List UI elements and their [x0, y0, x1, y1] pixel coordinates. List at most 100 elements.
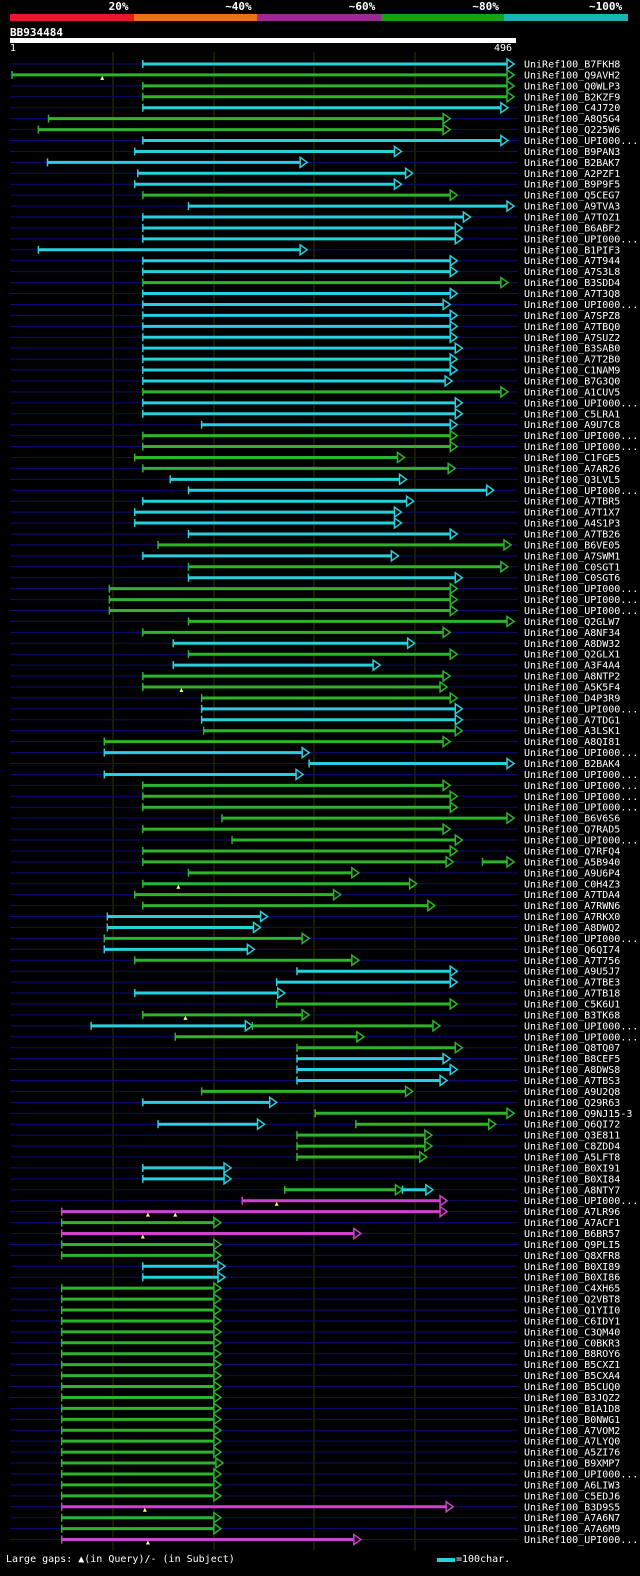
hit-label[interactable]: UniRef100_A7TBQ0: [524, 322, 620, 333]
hit-label[interactable]: UniRef100_UPI000...: [524, 770, 638, 781]
hit-label[interactable]: UniRef100_A7SUZ2: [524, 333, 620, 344]
hit-label[interactable]: UniRef100_UPI000...: [524, 1021, 638, 1032]
hit-label[interactable]: UniRef100_B0XI86: [524, 1273, 620, 1284]
hit-label[interactable]: UniRef100_B3SAB0: [524, 344, 620, 355]
hit-label[interactable]: UniRef100_B1PIF3: [524, 245, 620, 256]
hit-label[interactable]: UniRef100_A7TBR5: [524, 497, 620, 508]
hit-label[interactable]: UniRef100_Q2VBT8: [524, 1295, 620, 1306]
hit-label[interactable]: UniRef100_A7AR26: [524, 464, 620, 475]
hit-label[interactable]: UniRef100_C5K6U1: [524, 999, 620, 1010]
hit-label[interactable]: UniRef100_A8NF34: [524, 628, 620, 639]
hit-label[interactable]: UniRef100_B0XI89: [524, 1262, 620, 1273]
hit-label[interactable]: UniRef100_A7S3L8: [524, 267, 620, 278]
hit-label[interactable]: UniRef100_Q3LVL5: [524, 475, 620, 486]
hit-label[interactable]: UniRef100_A5ZI76: [524, 1448, 620, 1459]
hit-label[interactable]: UniRef100_B9PAN3: [524, 147, 620, 158]
hit-label[interactable]: UniRef100_UPI000...: [524, 792, 638, 803]
hit-label[interactable]: UniRef100_B8ROY6: [524, 1349, 620, 1360]
hit-label[interactable]: UniRef100_UPI000...: [524, 934, 638, 945]
hit-label[interactable]: UniRef100_A7RKX0: [524, 912, 620, 923]
hit-label[interactable]: UniRef100_UPI000...: [524, 398, 638, 409]
hit-label[interactable]: UniRef100_UPI000...: [524, 431, 638, 442]
hit-label[interactable]: UniRef100_C6IDY1: [524, 1316, 620, 1327]
hit-label[interactable]: UniRef100_Q7RAD5: [524, 825, 620, 836]
hit-label[interactable]: UniRef100_C0BKR3: [524, 1338, 620, 1349]
hit-label[interactable]: UniRef100_A7A6N7: [524, 1513, 620, 1524]
hit-label[interactable]: UniRef100_UPI000...: [524, 595, 638, 606]
hit-label[interactable]: UniRef100_Q1YII0: [524, 1306, 620, 1317]
hit-label[interactable]: UniRef100_A3LSK1: [524, 726, 620, 737]
hit-label[interactable]: UniRef100_A7TB18: [524, 989, 620, 1000]
hit-label[interactable]: UniRef100_Q2GLW7: [524, 617, 620, 628]
hit-label[interactable]: UniRef100_C3QM40: [524, 1327, 620, 1338]
hit-label[interactable]: UniRef100_UPI000...: [524, 781, 638, 792]
hit-label[interactable]: UniRef100_A7T1X7: [524, 508, 620, 519]
hit-label[interactable]: UniRef100_A8NTY7: [524, 1185, 620, 1196]
hit-label[interactable]: UniRef100_B0NWG1: [524, 1415, 620, 1426]
hit-label[interactable]: UniRef100_UPI000...: [524, 1535, 638, 1546]
hit-label[interactable]: UniRef100_A8DWQ2: [524, 923, 620, 934]
hit-label[interactable]: UniRef100_Q7RFQ4: [524, 846, 620, 857]
hit-label[interactable]: UniRef100_Q0WLP3: [524, 81, 620, 92]
hit-label[interactable]: UniRef100_UPI000...: [524, 704, 638, 715]
hit-label[interactable]: UniRef100_A7T2B0: [524, 355, 620, 366]
hit-label[interactable]: UniRef100_Q8XFR8: [524, 1251, 620, 1262]
hit-label[interactable]: UniRef100_Q3E811: [524, 1131, 620, 1142]
hit-label[interactable]: UniRef100_C5EDJ6: [524, 1491, 620, 1502]
hit-label[interactable]: UniRef100_B2KZF9: [524, 92, 620, 103]
hit-label[interactable]: UniRef100_UPI000...: [524, 1469, 638, 1480]
hit-label[interactable]: UniRef100_Q9PLI5: [524, 1240, 620, 1251]
hit-label[interactable]: UniRef100_A6LIW3: [524, 1480, 620, 1491]
hit-label[interactable]: UniRef100_UPI000...: [524, 300, 638, 311]
hit-label[interactable]: UniRef100_UPI000...: [524, 584, 638, 595]
hit-label[interactable]: UniRef100_B5CUQ0: [524, 1382, 620, 1393]
hit-label[interactable]: UniRef100_B9XMP7: [524, 1459, 620, 1470]
hit-label[interactable]: UniRef100_B9P9F5: [524, 180, 620, 191]
hit-label[interactable]: UniRef100_B2BAK7: [524, 158, 620, 169]
hit-label[interactable]: UniRef100_A8QI81: [524, 737, 620, 748]
hit-label[interactable]: UniRef100_C4J720: [524, 103, 620, 114]
hit-label[interactable]: UniRef100_B6ABF2: [524, 223, 620, 234]
hit-label[interactable]: UniRef100_A5LFT8: [524, 1153, 620, 1164]
hit-label[interactable]: UniRef100_C0H4Z3: [524, 879, 620, 890]
hit-label[interactable]: UniRef100_B3SDD4: [524, 278, 620, 289]
hit-label[interactable]: UniRef100_B7FKH8: [524, 60, 620, 71]
hit-label[interactable]: UniRef100_A7SPZ8: [524, 311, 620, 322]
hit-label[interactable]: UniRef100_UPI000...: [524, 442, 638, 453]
hit-label[interactable]: UniRef100_A8DW32: [524, 639, 620, 650]
hit-label[interactable]: UniRef100_A9U5J7: [524, 967, 620, 978]
hit-label[interactable]: UniRef100_C1NAM9: [524, 366, 620, 377]
hit-label[interactable]: UniRef100_A7T756: [524, 956, 620, 967]
hit-label[interactable]: UniRef100_Q8TQ07: [524, 1043, 620, 1054]
hit-label[interactable]: UniRef100_C1FGE5: [524, 453, 620, 464]
hit-label[interactable]: UniRef100_B3D9S5: [524, 1502, 620, 1513]
hit-label[interactable]: UniRef100_UPI000...: [524, 606, 638, 617]
hit-label[interactable]: UniRef100_A8NTP2: [524, 672, 620, 683]
hit-label[interactable]: UniRef100_UPI000...: [524, 486, 638, 497]
hit-label[interactable]: UniRef100_B6VE05: [524, 540, 620, 551]
hit-label[interactable]: UniRef100_B5CXZ1: [524, 1360, 620, 1371]
hit-label[interactable]: UniRef100_C0SGT6: [524, 573, 620, 584]
hit-label[interactable]: UniRef100_A7TBS3: [524, 1076, 620, 1087]
hit-label[interactable]: UniRef100_UPI000...: [524, 748, 638, 759]
hit-label[interactable]: UniRef100_C5LRA1: [524, 409, 620, 420]
hit-label[interactable]: UniRef100_A9TVA3: [524, 202, 620, 213]
hit-label[interactable]: UniRef100_A7RWN6: [524, 901, 620, 912]
hit-label[interactable]: UniRef100_A8Q5G4: [524, 114, 620, 125]
hit-label[interactable]: UniRef100_UPI000...: [524, 234, 638, 245]
hit-label[interactable]: UniRef100_UPI000...: [524, 1032, 638, 1043]
hit-label[interactable]: UniRef100_A8DWS8: [524, 1065, 620, 1076]
hit-label[interactable]: UniRef100_UPI000...: [524, 136, 638, 147]
hit-label[interactable]: UniRef100_A5B940: [524, 857, 620, 868]
hit-label[interactable]: UniRef100_A7TB26: [524, 529, 620, 540]
hit-label[interactable]: UniRef100_UPI000...: [524, 1196, 638, 1207]
hit-label[interactable]: UniRef100_A7TDA4: [524, 890, 620, 901]
hit-label[interactable]: UniRef100_Q225W6: [524, 125, 620, 136]
hit-label[interactable]: UniRef100_A7TBE3: [524, 978, 620, 989]
hit-label[interactable]: UniRef100_B3JQZ2: [524, 1393, 620, 1404]
hit-label[interactable]: UniRef100_A7TDG1: [524, 715, 620, 726]
hit-label[interactable]: UniRef100_A7VOM2: [524, 1426, 620, 1437]
hit-label[interactable]: UniRef100_D4P3R9: [524, 693, 620, 704]
hit-label[interactable]: UniRef100_B6V6S6: [524, 814, 620, 825]
hit-label[interactable]: UniRef100_Q2GLX1: [524, 650, 620, 661]
